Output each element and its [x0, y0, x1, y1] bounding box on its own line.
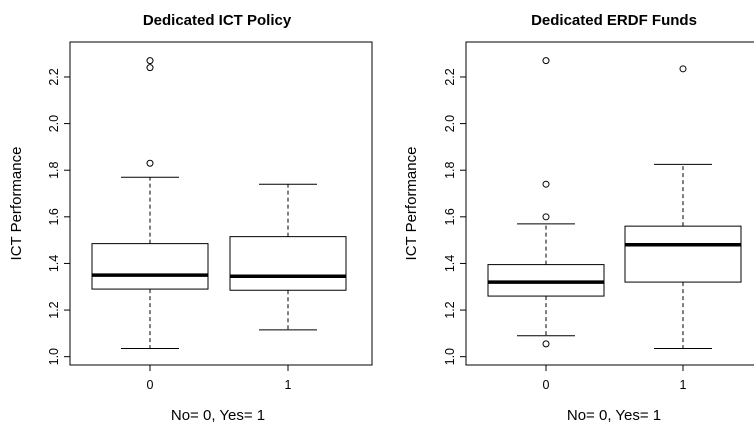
box-0	[487, 57, 605, 348]
y-axis-label: ICT Performance	[403, 147, 420, 261]
chart-title: Dedicated ERDF Funds	[531, 12, 697, 29]
x-tick-label: 0	[543, 378, 550, 392]
box-marks	[487, 57, 742, 350]
outlier-point	[679, 65, 687, 73]
box-1	[229, 183, 347, 331]
outlier-point	[146, 159, 154, 167]
y-tick-label: 1.0	[47, 348, 61, 365]
y-tick-label: 2.2	[47, 68, 61, 85]
chart-title: Dedicated ICT Policy	[143, 12, 292, 29]
plot-frame	[69, 41, 373, 366]
outlier-point	[542, 57, 550, 65]
y-axis-label: ICT Performance	[8, 147, 25, 261]
y-tick-label: 2.2	[443, 68, 457, 85]
y-tick-label: 1.8	[443, 161, 457, 178]
iqr-box	[624, 225, 742, 283]
y-tick-label: 1.0	[443, 348, 457, 365]
x-axis-label: No= 0, Yes= 1	[171, 407, 265, 424]
x-tick-label: 1	[680, 378, 687, 392]
box-0	[91, 57, 209, 350]
panel-ict-policy: Dedicated ICT Policy ICT Performance No=…	[8, 12, 373, 424]
y-tick-label: 1.8	[47, 161, 61, 178]
x-tick-label: 1	[285, 378, 292, 392]
y-tick-label: 1.2	[443, 301, 457, 318]
box-marks	[91, 57, 347, 350]
box-1	[624, 65, 742, 350]
y-tick-label: 2.0	[47, 115, 61, 132]
iqr-box	[91, 243, 209, 290]
outlier-point	[146, 57, 154, 65]
y-tick-label: 1.6	[443, 208, 457, 225]
x-tick-label: 0	[147, 378, 154, 392]
y-tick-label: 1.4	[47, 255, 61, 272]
x-axis-label: No= 0, Yes= 1	[567, 407, 661, 424]
outlier-point	[542, 213, 550, 221]
panel-erdf-funds: Dedicated ERDF Funds ICT Performance No=…	[403, 12, 754, 424]
y-axis: 1.0 1.2 1.4 1.6 1.8 2.0 2.2	[47, 68, 70, 365]
y-tick-label: 1.4	[443, 255, 457, 272]
plot-frame	[465, 41, 754, 366]
outlier-point	[542, 340, 550, 348]
y-axis: 1.0 1.2 1.4 1.6 1.8 2.0 2.2	[443, 68, 466, 365]
iqr-box	[229, 236, 347, 291]
y-tick-label: 1.2	[47, 301, 61, 318]
y-tick-label: 1.6	[47, 208, 61, 225]
outlier-point	[146, 64, 154, 72]
outlier-point	[542, 180, 550, 188]
y-tick-label: 2.0	[443, 115, 457, 132]
